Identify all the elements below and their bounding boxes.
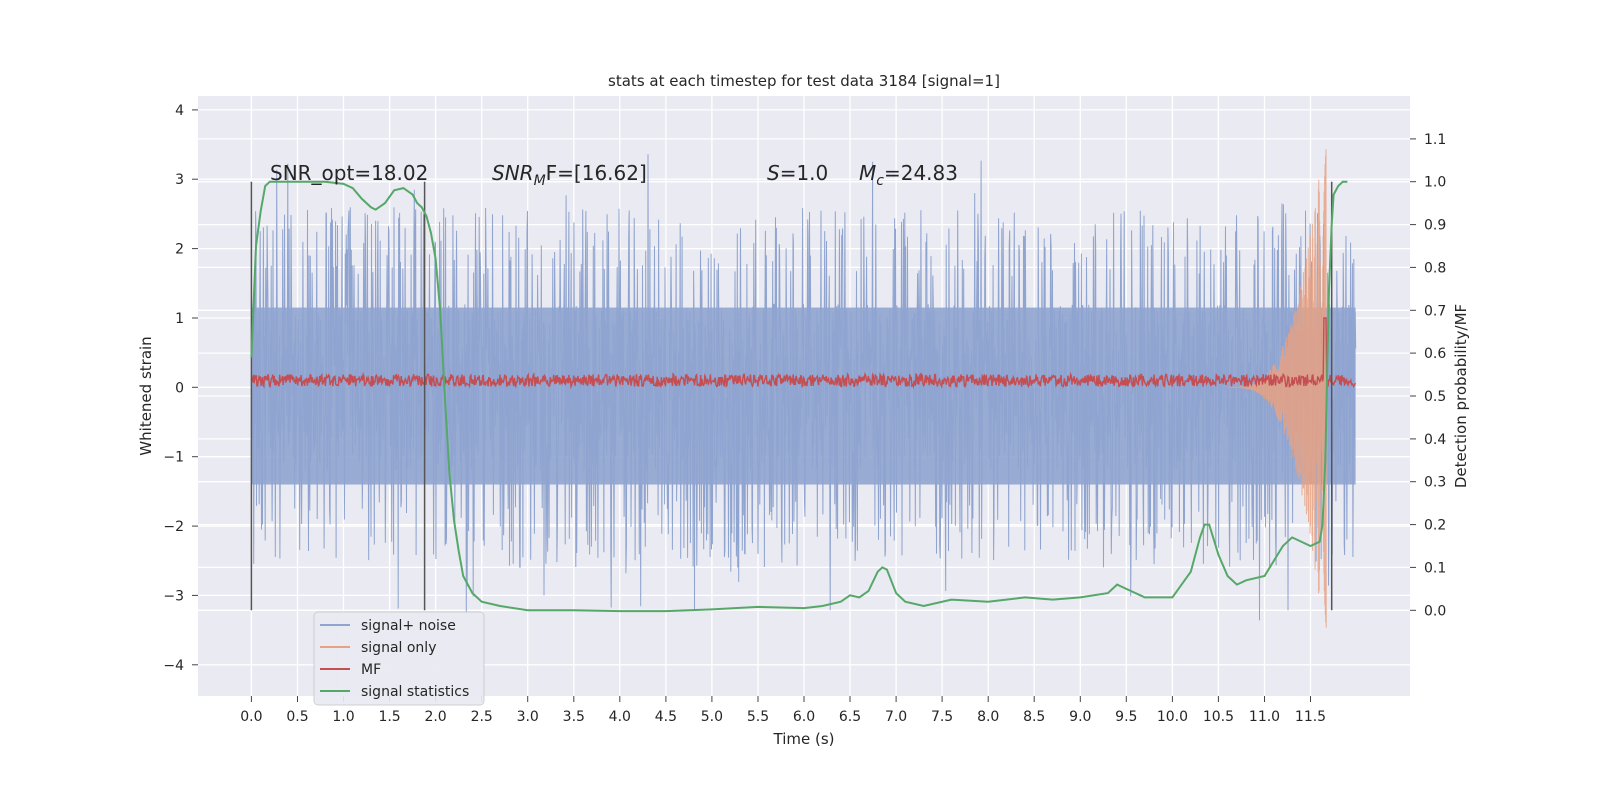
mc-name: M [859,161,876,185]
x-tick-label: 2.0 [424,709,446,725]
mc-value: =24.83 [884,161,958,185]
x-tick-label: 8.0 [977,709,999,725]
x-tick-label: 4.5 [655,709,677,725]
y2-tick-label: 1.1 [1424,132,1446,148]
y2-tick-label: 1.0 [1424,175,1446,191]
legend-label-mf: MF [361,662,381,678]
signal-statistics-series [250,180,1348,613]
y-tick-label: 3 [175,172,184,188]
s-name: S [767,161,780,185]
x-tick-label: 11.5 [1295,709,1326,725]
y2-tick-label: 0.2 [1424,518,1446,534]
mf-series [250,317,1357,390]
y-axis-ticks: 4 3 2 1 0 −1 −2 −3 −4 [163,103,198,674]
noise-core-band [251,307,1356,485]
y2-tick-label: 0.8 [1424,260,1446,276]
x-tick-label: 3.5 [563,709,585,725]
x-tick-label: 6.0 [793,709,815,725]
legend-label-signal-only: signal only [361,640,436,656]
y-tick-label: 4 [175,103,184,119]
annotation-snr-mf: SNRMF=[16.62] [492,161,647,189]
legend-box [313,611,485,706]
x-tick-label: 0.0 [240,709,262,725]
y-tick-label: 1 [175,311,184,327]
y-tick-label: −2 [163,519,184,535]
x-tick-label: 9.5 [1115,709,1137,725]
x-tick-label: 9.0 [1069,709,1091,725]
y-tick-label: −1 [163,450,184,466]
x-tick-label: 10.5 [1203,709,1234,725]
annotation-snr-opt: SNR_opt=18.02 [270,161,428,185]
y-tick-label: −4 [163,658,184,674]
x-tick-label: 3.0 [517,709,539,725]
y2-tick-label: 0.4 [1424,432,1446,448]
y2-tick-label: 0.6 [1424,346,1446,362]
mf-trace [250,317,1357,390]
x-tick-label: 0.5 [286,709,308,725]
x-tick-label: 7.5 [931,709,953,725]
y2-tick-label: 0.0 [1424,603,1446,619]
y2-tick-label: 0.7 [1424,303,1446,319]
signal-noise-series [250,154,1357,621]
y2-tick-label: 0.9 [1424,218,1446,234]
s-value: =1.0 [780,161,829,185]
annotation-s: S=1.0 [767,161,828,185]
chart-title: stats at each timestep for test data 318… [608,72,1000,90]
y2-tick-label: 0.1 [1424,560,1446,576]
signal-only-trace [1227,149,1327,628]
legend-label-statistics: signal statistics [361,684,469,700]
y-tick-label: −3 [163,588,184,604]
x-axis-label: Time (s) [773,730,835,748]
legend-label-noise: signal+ noise [361,618,456,634]
x-tick-label: 1.0 [332,709,354,725]
window-marker-lines [250,181,1333,611]
snr-mf-value: F=[16.62] [546,161,647,185]
x-tick-label: 1.5 [378,709,400,725]
x-tick-label: 10.0 [1157,709,1188,725]
y2-axis-ticks: 1.1 1.0 0.9 0.8 0.7 0.6 0.5 0.4 0.3 0.2 0.1 0.0 [1410,132,1446,619]
y2-tick-label: 0.5 [1424,389,1446,405]
signal-statistics-trace [250,180,1348,613]
y2-tick-label: 0.3 [1424,475,1446,491]
legend: signal+ noise signal only MF signal stat… [313,611,485,706]
y-axis-label: Whitened strain [137,336,155,455]
snr-mf-name: SNR [492,161,534,185]
signal-only-series [1227,149,1327,628]
annotation-mc: Mc=24.83 [859,161,958,189]
x-tick-label: 7.0 [885,709,907,725]
snr-mf-subscript: M [534,173,546,189]
y2-axis-label: Detection probability/MF [1452,304,1470,488]
x-tick-label: 8.5 [1023,709,1045,725]
x-tick-label: 5.5 [747,709,769,725]
y-tick-label: 0 [175,380,184,396]
x-tick-label: 2.5 [471,709,493,725]
x-axis-ticks: 0.0 0.5 1.0 1.5 2.0 2.5 3.0 3.5 4.0 4.5 5.0 5.5 6.0 6… [240,696,1326,725]
x-tick-label: 4.0 [609,709,631,725]
y-tick-label: 2 [175,242,184,258]
x-tick-label: 6.5 [839,709,861,725]
x-tick-label: 5.0 [701,709,723,725]
mc-subscript: c [876,173,884,189]
x-tick-label: 11.0 [1249,709,1280,725]
